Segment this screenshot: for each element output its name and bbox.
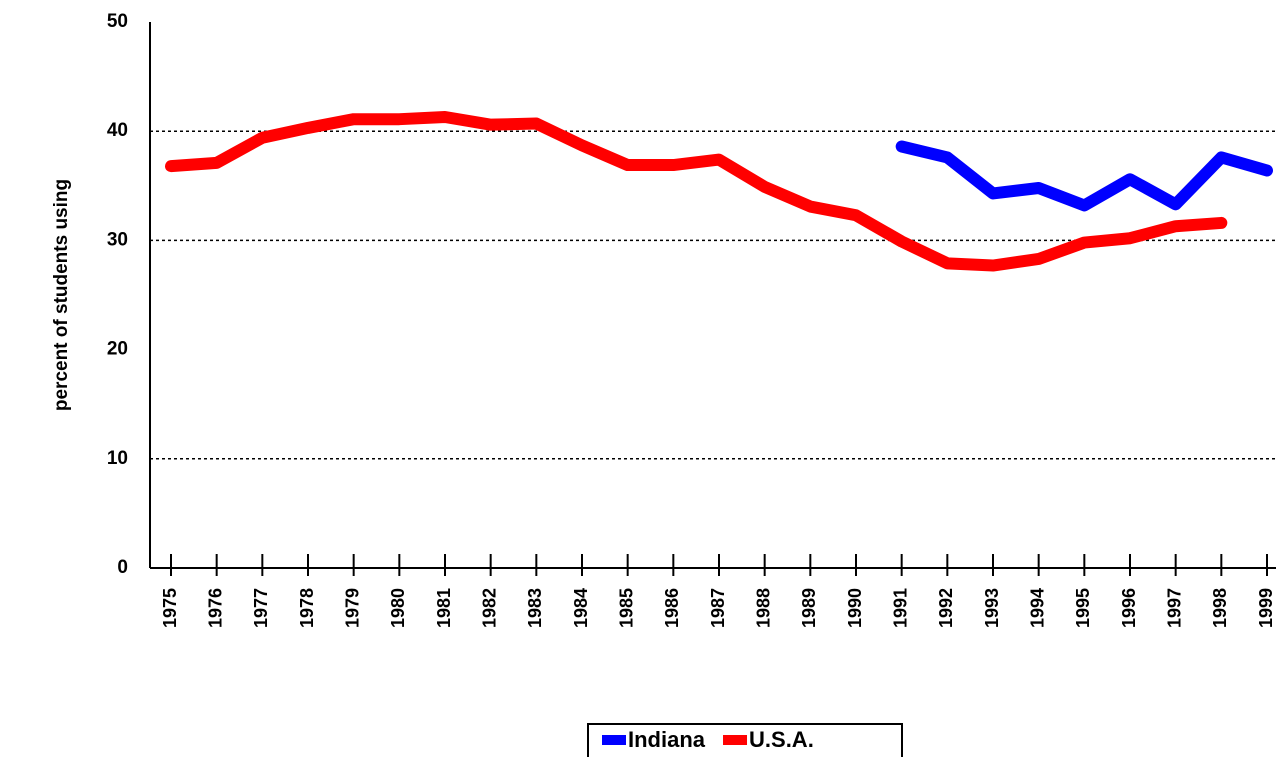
y-tick-label: 50 bbox=[107, 11, 128, 32]
x-tick-label: 1975 bbox=[160, 588, 180, 628]
y-tick-label: 30 bbox=[107, 229, 128, 250]
line-series bbox=[895, 140, 1273, 212]
x-tick-label: 1984 bbox=[571, 588, 591, 628]
x-tick-label: 1990 bbox=[845, 588, 865, 628]
x-tick-label: 1997 bbox=[1164, 588, 1184, 628]
x-tick-label: 1991 bbox=[890, 588, 910, 628]
y-tick-label: 10 bbox=[107, 448, 128, 469]
x-tick-label: 1987 bbox=[708, 588, 728, 628]
x-tick-label: 1992 bbox=[936, 588, 956, 628]
x-tick-label: 1982 bbox=[479, 588, 499, 628]
x-tick-label: 1988 bbox=[753, 588, 773, 628]
y-tick-label: 0 bbox=[117, 557, 128, 578]
legend-label: Indiana bbox=[628, 727, 706, 752]
y-tick-label: 40 bbox=[107, 120, 128, 141]
x-tick-label: 1981 bbox=[434, 588, 454, 628]
x-tick-label: 1976 bbox=[205, 588, 225, 628]
x-tick-label: 1999 bbox=[1256, 588, 1276, 628]
x-tick-label: 1994 bbox=[1027, 588, 1047, 628]
y-tick-label: 20 bbox=[107, 339, 128, 360]
x-tick-label: 1998 bbox=[1210, 588, 1230, 628]
x-tick-label: 1995 bbox=[1073, 588, 1093, 628]
legend-label: U.S.A. bbox=[749, 727, 814, 752]
x-tick-label: 1977 bbox=[251, 588, 271, 628]
x-tick-label: 1986 bbox=[662, 588, 682, 628]
legend-swatch bbox=[602, 735, 626, 745]
line-series bbox=[165, 111, 1228, 272]
x-tick-label: 1985 bbox=[616, 588, 636, 628]
y-axis-label: percent of students using bbox=[51, 179, 72, 411]
x-tick-label: 1980 bbox=[388, 588, 408, 628]
legend-swatch bbox=[723, 735, 748, 745]
x-tick-label: 1979 bbox=[342, 588, 362, 628]
x-tick-label: 1983 bbox=[525, 588, 545, 628]
x-tick-label: 1993 bbox=[982, 588, 1002, 628]
x-tick-label: 1978 bbox=[297, 588, 317, 628]
x-tick-label: 1989 bbox=[799, 588, 819, 628]
x-tick-label: 1996 bbox=[1119, 588, 1139, 628]
